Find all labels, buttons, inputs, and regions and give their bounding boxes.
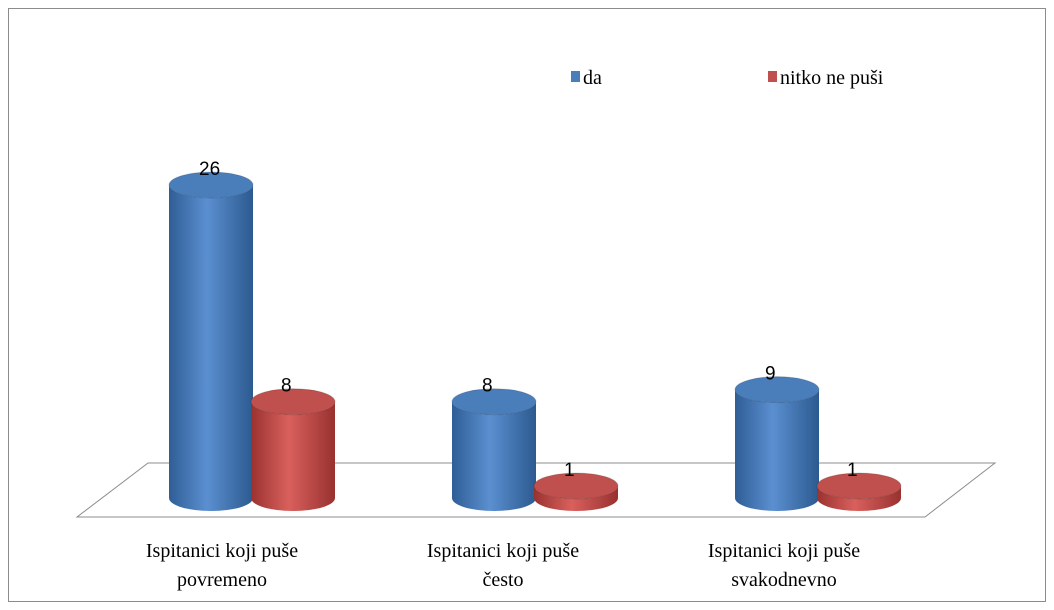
cylinder-top bbox=[533, 472, 619, 500]
cylinder-top bbox=[250, 388, 336, 416]
cylinder bbox=[817, 485, 901, 511]
cylinder bbox=[169, 185, 253, 511]
category-label: Ispitanici koji puše povremeno bbox=[145, 540, 299, 591]
category-label: Ispitanici koji puše svakodnevno bbox=[707, 540, 861, 591]
cylinder bbox=[735, 389, 819, 511]
cylinder-top bbox=[168, 171, 254, 199]
legend-label: da bbox=[583, 67, 602, 89]
chart-border bbox=[8, 8, 1046, 602]
legend-label: nitko ne puši bbox=[780, 67, 884, 89]
cylinder bbox=[534, 485, 618, 511]
value-label: 9 bbox=[765, 364, 776, 385]
cylinder bbox=[452, 401, 536, 511]
value-label: 26 bbox=[199, 159, 220, 180]
cylinder-top bbox=[816, 472, 902, 500]
value-label: 1 bbox=[847, 460, 858, 481]
cylinder-top bbox=[451, 388, 537, 416]
legend-swatch bbox=[768, 71, 777, 82]
floor bbox=[75, 462, 997, 518]
value-label: 1 bbox=[564, 460, 575, 481]
value-label: 8 bbox=[281, 376, 292, 397]
legend-swatch bbox=[571, 71, 580, 82]
cylinder-top bbox=[734, 376, 820, 404]
cylinder bbox=[251, 401, 335, 511]
value-label: 8 bbox=[482, 376, 493, 397]
category-label: Ispitanici koji puše često bbox=[426, 540, 580, 591]
